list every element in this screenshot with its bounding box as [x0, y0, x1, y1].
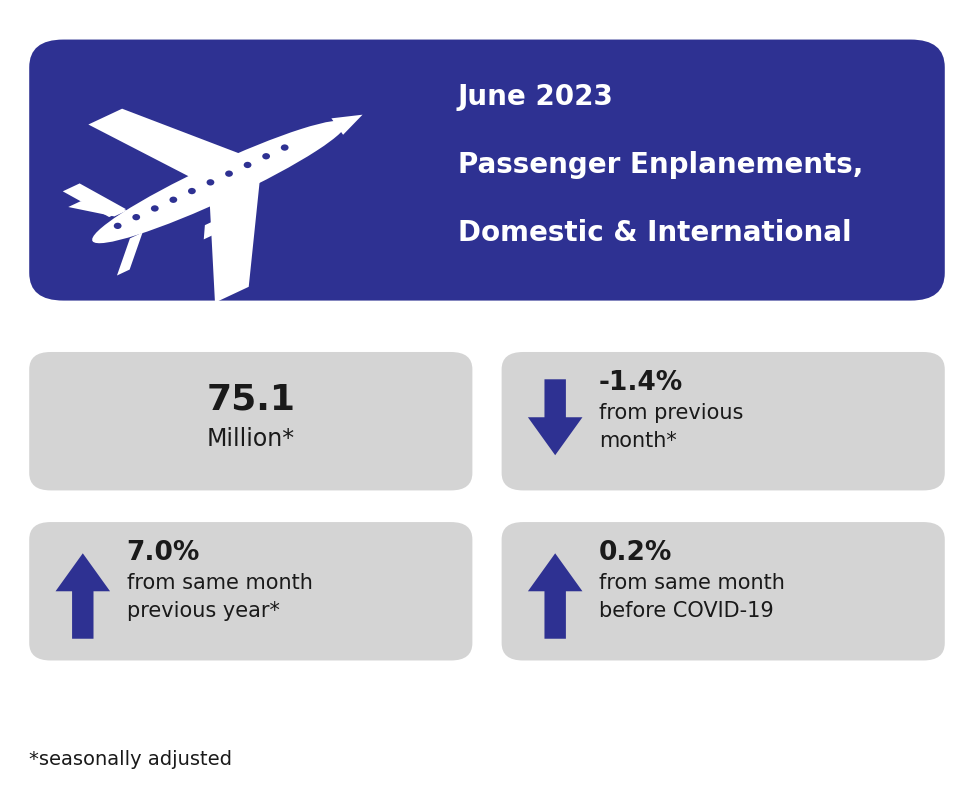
Circle shape: [281, 145, 288, 151]
Text: -1.4%: -1.4%: [599, 370, 683, 396]
Text: from same month: from same month: [127, 573, 313, 593]
Polygon shape: [528, 554, 582, 639]
Text: month*: month*: [599, 431, 677, 451]
FancyBboxPatch shape: [502, 352, 945, 490]
Text: Million*: Million*: [206, 426, 295, 451]
Circle shape: [132, 214, 140, 221]
FancyBboxPatch shape: [29, 40, 945, 301]
Circle shape: [225, 171, 233, 177]
Text: June 2023: June 2023: [458, 83, 614, 111]
Text: *seasonally adjusted: *seasonally adjusted: [29, 750, 232, 769]
Polygon shape: [209, 176, 260, 303]
FancyBboxPatch shape: [29, 522, 472, 660]
Polygon shape: [56, 554, 110, 639]
Polygon shape: [117, 233, 142, 275]
Text: before COVID-19: before COVID-19: [599, 601, 773, 621]
Circle shape: [206, 180, 214, 186]
Polygon shape: [62, 184, 126, 217]
Polygon shape: [89, 108, 245, 180]
Polygon shape: [331, 115, 362, 134]
Text: from previous: from previous: [599, 403, 743, 423]
Text: 0.2%: 0.2%: [599, 540, 672, 566]
FancyBboxPatch shape: [502, 522, 945, 660]
Ellipse shape: [93, 121, 346, 243]
FancyBboxPatch shape: [29, 352, 472, 490]
Text: 75.1: 75.1: [206, 382, 295, 416]
Polygon shape: [204, 202, 255, 240]
Circle shape: [262, 153, 270, 160]
Text: Passenger Enplanements,: Passenger Enplanements,: [458, 151, 863, 179]
Circle shape: [114, 223, 122, 229]
Circle shape: [244, 162, 251, 168]
Polygon shape: [528, 379, 582, 455]
Circle shape: [169, 197, 177, 203]
Text: previous year*: previous year*: [127, 601, 280, 621]
Circle shape: [188, 188, 196, 195]
Polygon shape: [68, 201, 127, 217]
Text: from same month: from same month: [599, 573, 785, 593]
Text: Domestic & International: Domestic & International: [458, 219, 851, 247]
Circle shape: [151, 206, 159, 212]
Text: 7.0%: 7.0%: [127, 540, 200, 566]
